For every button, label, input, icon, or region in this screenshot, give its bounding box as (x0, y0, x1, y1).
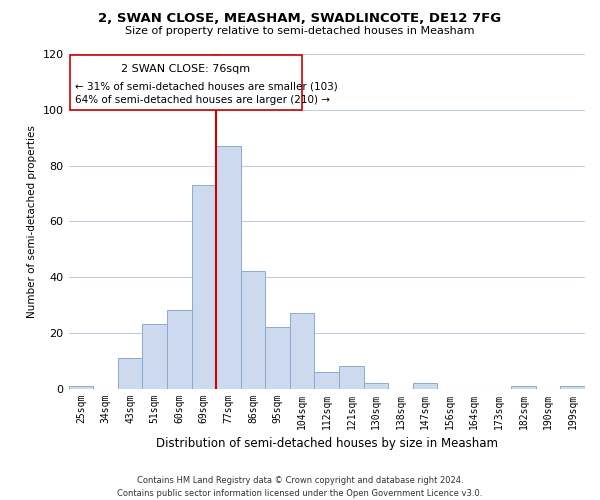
Bar (142, 324, 167, 388)
FancyBboxPatch shape (70, 56, 302, 110)
Bar (314, 372, 339, 388)
Bar (118, 358, 142, 388)
Bar (339, 366, 364, 388)
Bar (191, 185, 216, 388)
Bar (68, 386, 93, 388)
Bar (364, 383, 388, 388)
Bar (241, 272, 265, 388)
Bar (216, 146, 241, 388)
Text: Contains HM Land Registry data © Crown copyright and database right 2024.
Contai: Contains HM Land Registry data © Crown c… (118, 476, 482, 498)
Y-axis label: Number of semi-detached properties: Number of semi-detached properties (27, 125, 37, 318)
Bar (290, 314, 314, 388)
Text: 2 SWAN CLOSE: 76sqm: 2 SWAN CLOSE: 76sqm (121, 64, 251, 74)
Text: 2, SWAN CLOSE, MEASHAM, SWADLINCOTE, DE12 7FG: 2, SWAN CLOSE, MEASHAM, SWADLINCOTE, DE1… (98, 12, 502, 26)
Bar (511, 386, 536, 388)
Text: ← 31% of semi-detached houses are smaller (103): ← 31% of semi-detached houses are smalle… (74, 81, 337, 91)
Bar (265, 327, 290, 388)
Text: Size of property relative to semi-detached houses in Measham: Size of property relative to semi-detach… (125, 26, 475, 36)
Text: 64% of semi-detached houses are larger (210) →: 64% of semi-detached houses are larger (… (74, 95, 329, 105)
Bar (413, 383, 437, 388)
X-axis label: Distribution of semi-detached houses by size in Measham: Distribution of semi-detached houses by … (156, 437, 498, 450)
Bar (560, 386, 585, 388)
Bar (167, 310, 191, 388)
